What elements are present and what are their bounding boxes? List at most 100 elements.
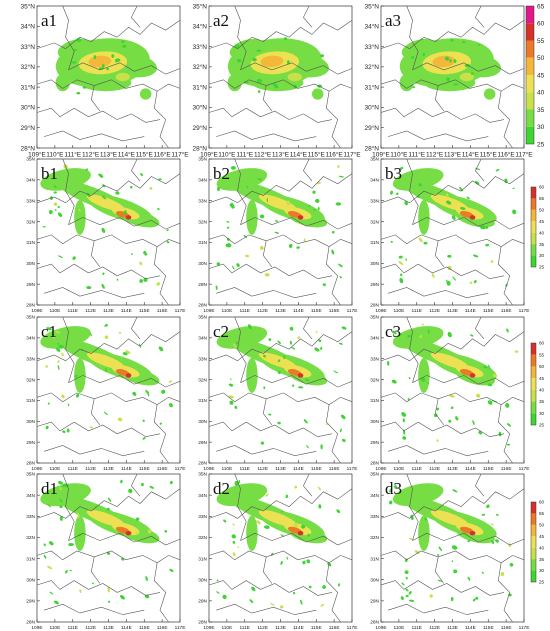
y-tick-label: 30°N (364, 104, 379, 112)
colorbar-tick-label: 50 (539, 207, 545, 212)
y-tick-label: 33N (198, 356, 207, 362)
y-tick-label: 28N (370, 620, 379, 626)
y-tick-label: 35°N (20, 2, 35, 10)
colorbar-tick-label: 40 (539, 545, 545, 550)
y-tick-label: 35N (198, 315, 207, 321)
y-tick-label: 29°N (192, 124, 207, 132)
x-tick-label: 116E (157, 625, 168, 631)
y-tick-label: 34N (26, 178, 35, 184)
x-tick-label: 111°E (236, 151, 253, 159)
x-tick-label: 115E (483, 625, 494, 631)
x-tick-label: 109E (375, 466, 386, 472)
y-tick-label: 32N (370, 219, 379, 225)
panel-label: b3 (385, 164, 402, 183)
y-tick-label: 32°N (364, 63, 379, 71)
x-tick-label: 112°E (426, 151, 444, 159)
y-tick-label: 28N (198, 303, 207, 309)
y-tick-label: 35N (26, 157, 35, 163)
x-tick-label: 109°E (372, 151, 390, 159)
colorbar-tick-label: 55 (539, 196, 545, 201)
y-tick-label: 29N (370, 599, 379, 605)
x-tick-label: 116E (329, 308, 340, 314)
colorbar-segment (526, 23, 534, 41)
y-tick-label: 35N (370, 472, 379, 478)
colorbar-tick-label: 55 (537, 38, 545, 45)
colorbar-tick-label: 30 (539, 568, 545, 573)
x-tick-label: 115°E (308, 151, 326, 159)
x-tick-label: 112E (429, 625, 440, 631)
y-tick-label: 34N (26, 493, 35, 499)
colorbar-tick-label: 35 (537, 107, 545, 114)
y-tick-label: 29N (370, 282, 379, 288)
panel-label: b2 (213, 164, 230, 183)
y-tick-label: 29N (198, 599, 207, 605)
panel-label: c3 (385, 322, 401, 341)
panel-label: c2 (213, 322, 229, 341)
x-tick-label: 109E (203, 308, 214, 314)
colorbar-tick-label: 30 (539, 411, 545, 416)
x-tick-label: 110°E (218, 151, 236, 159)
y-tick-label: 35N (26, 472, 35, 478)
x-tick-label: 115°E (480, 151, 498, 159)
y-tick-label: 32°N (20, 63, 35, 71)
y-tick-label: 33N (198, 514, 207, 520)
x-tick-label: 113°E (100, 151, 118, 159)
colorbar-segment (526, 75, 534, 93)
colorbar-tick-label: 35 (539, 557, 545, 562)
x-tick-label: 115°E (136, 151, 154, 159)
colorbar-tick-label: 50 (539, 522, 545, 527)
x-tick-label: 117E (175, 625, 186, 631)
x-tick-label: 111E (240, 308, 251, 314)
x-tick-label: 117E (347, 308, 358, 314)
x-tick-label: 109E (31, 466, 42, 472)
y-tick-label: 30N (26, 419, 35, 425)
y-tick-label: 33°N (192, 43, 207, 51)
colorbar-top: 65 60 55 50 45 40 35 30 25 (525, 3, 545, 148)
colorbar-segment (531, 547, 536, 560)
y-tick-label: 28N (26, 620, 35, 626)
colorbar-segment (531, 232, 536, 245)
x-tick-label: 115E (139, 625, 150, 631)
y-tick-label: 30N (198, 577, 207, 583)
y-tick-label: 29N (198, 440, 207, 446)
y-tick-label: 34N (370, 178, 379, 184)
x-tick-label: 113E (447, 308, 458, 314)
x-tick-label: 110E (393, 466, 404, 472)
y-tick-label: 33N (370, 356, 379, 362)
colorbar-tick-label: 50 (539, 364, 545, 369)
x-tick-label: 109E (375, 625, 386, 631)
colorbar-tick-label: 25 (537, 141, 545, 148)
y-tick-label: 32N (198, 377, 207, 383)
x-tick-label: 116E (501, 308, 512, 314)
x-tick-label: 110°E (390, 151, 408, 159)
y-tick-label: 35°N (192, 2, 207, 10)
y-tick-label: 30N (198, 419, 207, 425)
y-tick-label: 28N (370, 303, 379, 309)
y-tick-label: 32N (370, 377, 379, 383)
x-tick-label: 109E (31, 625, 42, 631)
y-tick-label: 29N (370, 440, 379, 446)
y-tick-label: 35°N (364, 2, 379, 10)
y-tick-label: 30N (370, 419, 379, 425)
colorbar-segment (531, 401, 536, 414)
x-tick-label: 112E (429, 308, 440, 314)
x-tick-label: 110E (49, 308, 60, 314)
colorbar-tick-label: 25 (539, 265, 545, 270)
x-tick-label: 117E (175, 308, 186, 314)
x-tick-label: 111E (68, 308, 79, 314)
y-tick-label: 32N (26, 377, 35, 383)
y-tick-label: 30°N (20, 104, 35, 112)
y-tick-label: 31N (370, 240, 379, 246)
x-tick-label: 115E (311, 625, 322, 631)
x-tick-label: 110°E (46, 151, 64, 159)
colorbar-row-c: 60 55 50 45 40 35 30 25 (530, 341, 545, 428)
colorbar-tick-label: 55 (539, 352, 545, 357)
y-tick-label: 33N (370, 514, 379, 520)
x-tick-label: 116E (501, 625, 512, 631)
